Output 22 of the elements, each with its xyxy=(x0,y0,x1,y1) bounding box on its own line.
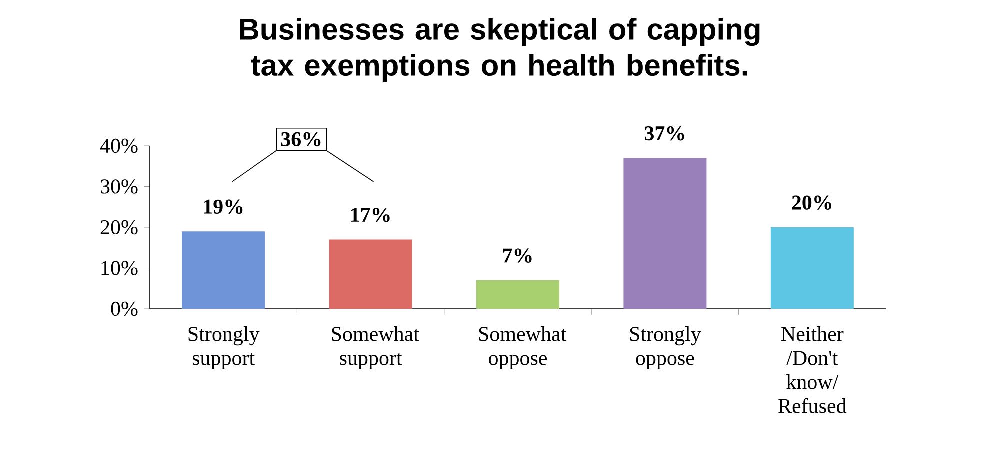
y-tick-label: 20% xyxy=(100,220,138,235)
x-tick-label: Neither /Don't know/ Refused xyxy=(778,326,847,414)
chart-title: Businesses are skeptical of capping tax exemptions on health benefits. xyxy=(240,18,760,82)
bar xyxy=(770,228,854,309)
y-tick-label: 30% xyxy=(100,180,138,194)
y-tick-label: 0% xyxy=(111,302,138,316)
bar xyxy=(182,232,266,309)
y-tick-label: 10% xyxy=(102,261,138,276)
x-tick-label: Somewhat oppose xyxy=(479,326,567,370)
data-label: 7% xyxy=(503,248,532,263)
x-tick-label: Somewhat support xyxy=(332,326,420,370)
bar xyxy=(476,280,560,309)
bar xyxy=(329,240,412,309)
data-label: 19% xyxy=(204,200,243,214)
x-tick-label: Strongly oppose xyxy=(630,326,702,370)
x-tick-label: Strongly support xyxy=(188,326,260,370)
data-label: 17% xyxy=(351,208,390,222)
bar xyxy=(624,158,707,309)
annotation: 36% xyxy=(281,132,321,147)
y-tick-label: 40% xyxy=(100,138,138,154)
data-label: 37% xyxy=(645,126,684,141)
data-label: 20% xyxy=(792,196,832,210)
